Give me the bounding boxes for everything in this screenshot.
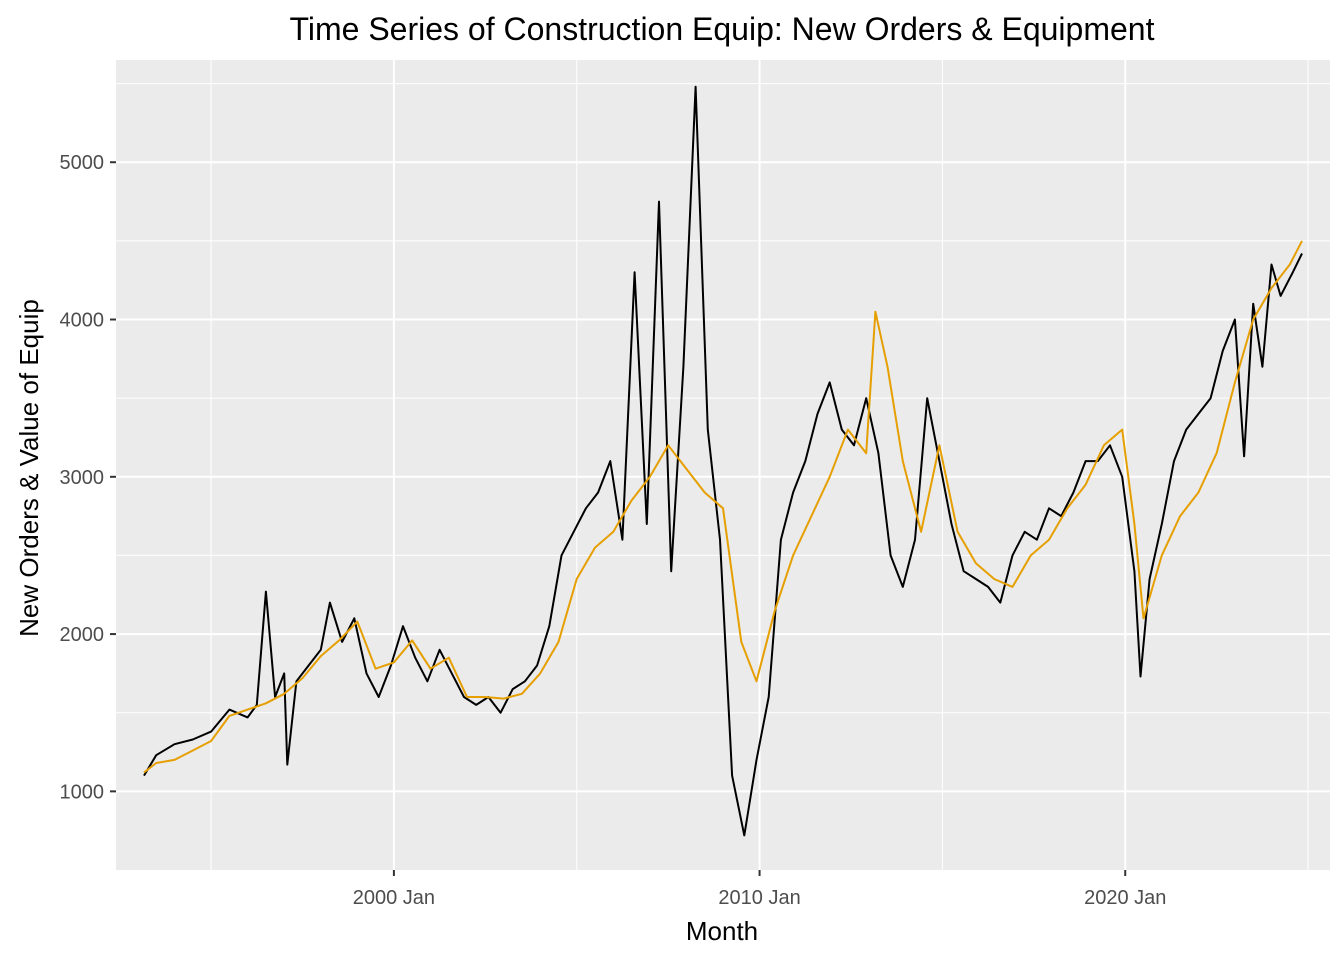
x-tick-label: 2010 Jan <box>718 887 800 909</box>
axis-ticks: 1000 2000 3000 4000 5000 2000 Jan 2010 Jan 2020… <box>60 152 1167 909</box>
x-axis-title: Month <box>686 916 758 946</box>
y-tick-label: 3000 <box>60 467 105 489</box>
plot-panel <box>116 60 1330 870</box>
chart-title: Time Series of Construction Equip: New O… <box>290 11 1155 47</box>
y-tick-label: 5000 <box>60 152 105 174</box>
x-tick-label: 2020 Jan <box>1084 887 1166 909</box>
grid <box>116 60 1330 870</box>
y-tick-label: 2000 <box>60 624 105 646</box>
y-tick-label: 1000 <box>60 781 105 803</box>
y-tick-label: 4000 <box>60 310 105 332</box>
x-tick-label: 2000 Jan <box>353 887 435 909</box>
y-axis-title: New Orders & Value of Equip <box>14 299 44 637</box>
series-layer <box>143 85 1303 837</box>
series-line-1 <box>143 85 1303 837</box>
series-line-2 <box>143 240 1303 774</box>
